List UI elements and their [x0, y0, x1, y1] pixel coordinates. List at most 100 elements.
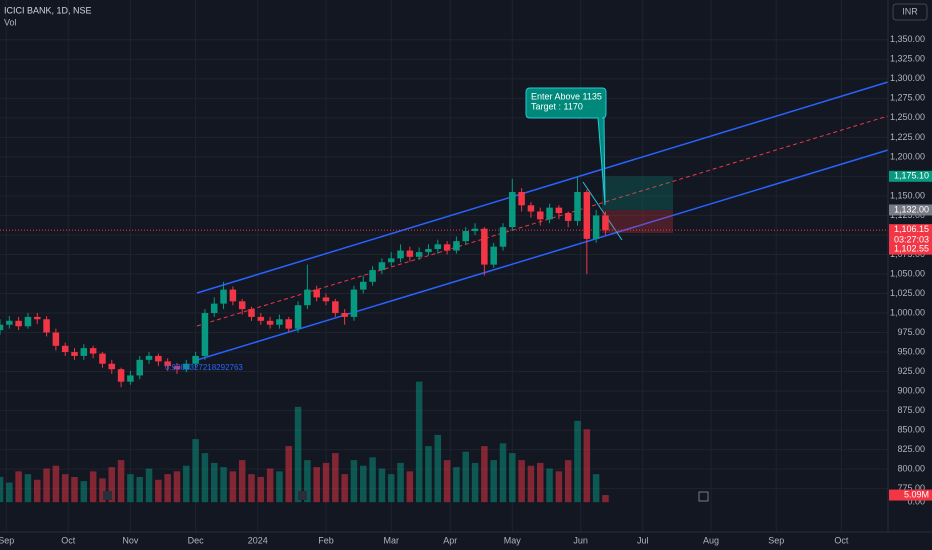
volume-bar	[406, 471, 414, 503]
volume-bar	[173, 471, 181, 503]
candle-body	[99, 353, 106, 364]
candle-body	[201, 313, 209, 356]
volume-bar	[127, 474, 134, 503]
candle-body	[341, 313, 348, 317]
y-tick-label: 900.00	[897, 385, 925, 395]
candle-body	[453, 241, 460, 251]
volume-bar	[6, 482, 13, 503]
volume-title: Vol	[4, 17, 17, 27]
candle-body	[360, 281, 367, 290]
candle-body	[33, 316, 41, 320]
volume-bar	[332, 453, 339, 503]
candle-body	[6, 320, 13, 325]
candle-body	[0, 324, 4, 331]
volume-label: 5.09M	[904, 489, 929, 499]
currency: INR	[902, 6, 918, 16]
candle-body	[490, 246, 497, 265]
y-tick-label: 1,300.00	[890, 73, 925, 83]
candle-body	[238, 301, 246, 310]
candle-body	[43, 319, 50, 333]
candle-body	[313, 289, 320, 298]
stop-zone	[602, 209, 673, 233]
volume-bar	[192, 439, 199, 503]
candle-body	[117, 369, 125, 382]
volume-bar	[145, 468, 153, 503]
candle-body	[332, 301, 339, 314]
y-tick-label: 1,050.00	[890, 268, 925, 278]
grid	[0, 0, 888, 532]
candle-body	[350, 289, 358, 317]
y-tick-label: 1,350.00	[890, 34, 925, 44]
x-tick-label: Oct	[834, 535, 849, 545]
callout-line: Enter Above 1135	[531, 91, 602, 101]
candle-body	[406, 250, 414, 257]
y-tick-label: 1,150.00	[890, 190, 925, 200]
volume-bar	[257, 476, 265, 503]
volume-bar	[276, 471, 283, 503]
channel-lower	[196, 149, 889, 361]
candle-body	[164, 361, 171, 367]
volume-bar	[89, 471, 97, 503]
volume-bar	[99, 478, 106, 503]
x-tick-label: 2024	[248, 535, 268, 545]
volume-bar	[350, 460, 358, 503]
volume-tick-label: 0.00	[907, 497, 925, 507]
y-tick-label: 875.00	[897, 405, 925, 415]
volume-bar	[248, 474, 255, 503]
channel-upper	[196, 81, 889, 294]
price-label: 1,175.10	[894, 171, 929, 181]
candle-body	[397, 250, 404, 259]
currency-button[interactable]	[892, 3, 928, 21]
candle-body	[183, 363, 190, 370]
volume-bar	[238, 460, 246, 503]
candle-body	[15, 320, 22, 327]
callout: Enter Above 1135 Target : 1170	[525, 87, 607, 206]
volume-bar	[471, 462, 479, 503]
volume-bar	[71, 476, 78, 503]
candle-body	[266, 320, 274, 325]
candle-body	[257, 316, 265, 321]
candle-body	[471, 228, 479, 232]
volume-bar	[52, 465, 60, 503]
x-tick-label: Sep	[768, 535, 784, 545]
candle-body	[602, 215, 609, 231]
volume-bar	[183, 465, 190, 503]
candle-body	[415, 252, 423, 257]
volume-bar	[304, 460, 311, 503]
volume-bar	[546, 468, 553, 503]
volume-bar	[360, 465, 367, 503]
volume-bar	[602, 495, 609, 503]
candle-body	[434, 244, 442, 249]
candle-body	[574, 192, 581, 221]
volume-bar	[387, 474, 395, 503]
x-tick-label: Feb	[318, 535, 334, 545]
volume-bar	[536, 462, 544, 503]
candle-body	[592, 215, 600, 239]
volume-bar	[24, 474, 32, 503]
volume-bar	[509, 453, 516, 503]
drawing-label: 0.9082327218292763	[165, 363, 243, 372]
y-tick-label: 775.00	[897, 483, 925, 493]
volume-bar	[108, 467, 116, 503]
event-icon	[103, 491, 112, 500]
x-tick-label: Jun	[573, 535, 588, 545]
candle-body	[71, 352, 78, 356]
y-tick-label: 1,200.00	[890, 151, 925, 161]
volume-bar	[210, 462, 218, 503]
candle-body	[61, 345, 69, 353]
y-tick-label: 800.00	[897, 463, 925, 473]
event-icon	[698, 491, 709, 502]
symbol-title: ICICI BANK, 1D, NSE	[4, 5, 92, 15]
volume-bar	[136, 476, 143, 503]
y-tick-label: 1,025.00	[890, 288, 925, 298]
candle-body	[229, 289, 237, 302]
candle-body	[443, 244, 451, 251]
candle-body	[425, 248, 432, 253]
price-label-box	[889, 243, 932, 255]
candle-body	[80, 348, 88, 356]
y-tick-label: 1,000.00	[890, 307, 925, 317]
volume-bar	[453, 467, 460, 503]
x-tick-label: Nov	[122, 535, 139, 545]
volume-bar	[0, 476, 4, 503]
